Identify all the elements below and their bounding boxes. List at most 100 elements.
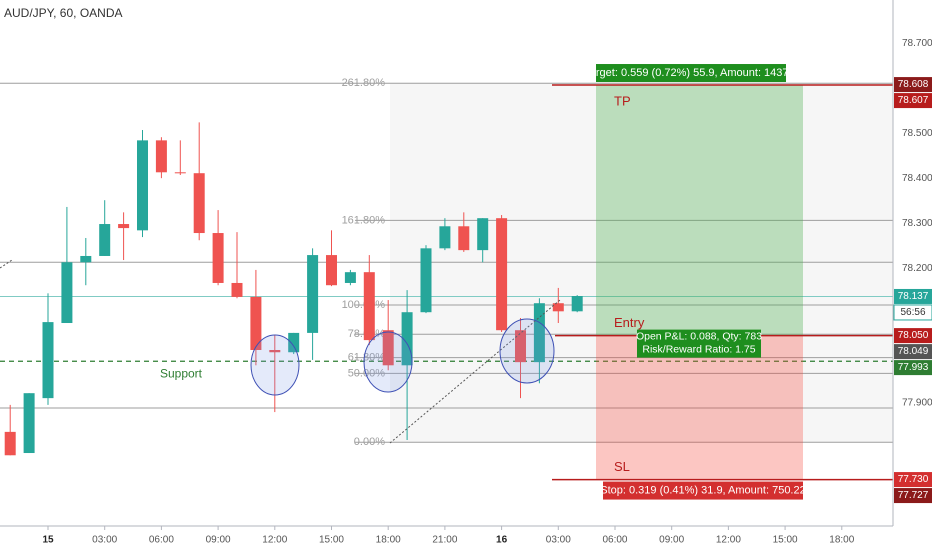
chart-title: AUD/JPY, 60, OANDA	[4, 6, 123, 20]
candle-body	[42, 322, 54, 399]
x-tick-label: 09:00	[206, 535, 231, 546]
trend-line	[0, 259, 13, 269]
x-tick-label: 18:00	[829, 535, 854, 546]
candle-body	[514, 330, 526, 363]
fib-label: 161.80%	[342, 214, 386, 226]
price-label: 78.049	[898, 346, 929, 357]
price-label-box	[894, 93, 932, 109]
y-tick-label: 78.700	[902, 38, 932, 49]
x-tick-label: 09:00	[659, 535, 684, 546]
price-label-box	[894, 77, 932, 93]
sl-label: SL	[614, 459, 630, 474]
support-label: Support	[160, 366, 203, 380]
price-label-box	[894, 360, 932, 376]
y-tick-label: 77.900	[902, 398, 932, 409]
pnl-box	[637, 329, 761, 358]
candle-body	[344, 272, 356, 283]
candle-body	[401, 312, 413, 366]
x-tick-label: 03:00	[546, 535, 571, 546]
x-tick-label: 15	[42, 535, 54, 546]
labels: AUD/JPY, 60, OANDA Support TP Entry SL Targe…	[4, 6, 806, 500]
candle-body	[325, 255, 337, 286]
x-tick-label: 21:00	[432, 535, 457, 546]
price-label: 77.993	[898, 362, 929, 373]
price-label-box	[894, 488, 932, 504]
stop-text: Stop: 0.319 (0.41%) 31.9, Amount: 750.22	[600, 484, 805, 496]
candle-body	[288, 332, 300, 353]
countdown-label: 56:56	[900, 307, 925, 318]
x-tick-label: 06:00	[149, 535, 174, 546]
target-box	[596, 64, 786, 83]
price-label-box	[894, 344, 932, 360]
candle-body	[231, 282, 243, 297]
x-tick-label: 15:00	[773, 535, 798, 546]
candle-body	[23, 393, 35, 454]
drawings	[0, 259, 561, 444]
y-tick-label: 78.500	[902, 128, 932, 139]
candle-body	[496, 218, 508, 331]
y-tick-label: 78.300	[902, 218, 932, 229]
candle-body	[269, 350, 281, 353]
candle-body	[533, 303, 545, 363]
profit-zone	[596, 85, 803, 336]
x-tick-label: 06:00	[602, 535, 627, 546]
candles	[4, 122, 583, 456]
ratio-text: Risk/Reward Ratio: 1.75	[642, 343, 755, 355]
entry-label: Entry	[614, 315, 645, 330]
fib-label: 0.00%	[354, 436, 385, 448]
time-axis	[0, 526, 932, 550]
x-tick-label: 15:00	[319, 535, 344, 546]
candle-body	[363, 272, 375, 341]
loss-zone	[596, 335, 803, 480]
highlight-circle	[363, 331, 413, 393]
fib-label: 50.00%	[348, 367, 386, 379]
candle-body	[174, 172, 186, 174]
highlight-circle	[250, 334, 300, 396]
price-label: 78.050	[898, 330, 929, 341]
candle-body	[4, 431, 16, 456]
price-label: 77.730	[898, 474, 929, 485]
target-text: Target: 0.559 (0.72%) 55.9, Amount: 1437…	[584, 67, 797, 79]
highlight-circle	[499, 318, 555, 384]
candle-body	[212, 233, 224, 283]
trend-line	[389, 299, 561, 444]
candle-body	[118, 224, 130, 229]
candle-body	[307, 255, 319, 333]
x-tick-label: 12:00	[262, 535, 287, 546]
price-label-box	[894, 472, 932, 488]
candle-body	[420, 248, 432, 313]
candle-body	[439, 226, 451, 249]
price-label-box	[894, 288, 932, 304]
countdown-box	[893, 304, 932, 321]
x-tick-label: 12:00	[716, 535, 741, 546]
y-tick-label: 78.200	[902, 263, 932, 274]
y-tick-label: 78.400	[902, 173, 932, 184]
x-tick-label: 18:00	[376, 535, 401, 546]
candle-body	[477, 218, 489, 251]
fib-label: 261.80%	[342, 77, 386, 89]
candle-body	[80, 255, 92, 263]
price-label: 78.137	[898, 291, 929, 302]
candle-body	[382, 330, 394, 366]
x-tick-label: 03:00	[92, 535, 117, 546]
tp-label: TP	[614, 93, 631, 108]
stop-box	[603, 481, 803, 500]
candle-body	[193, 173, 205, 234]
price-label: 78.608	[898, 79, 929, 90]
price-label: 77.727	[898, 490, 929, 501]
candle-body	[137, 140, 149, 231]
fib-label: 100.00%	[342, 299, 386, 311]
fib-label: 61.80%	[348, 352, 386, 364]
candle-body	[552, 303, 564, 312]
candle-body	[61, 262, 73, 324]
overlay: 261.80%161.80%100.00%78.60%61.80%50.00%0…	[0, 77, 893, 481]
price-label: 78.607	[898, 95, 929, 106]
price-label-box	[894, 328, 932, 344]
candle-body	[458, 226, 470, 251]
candle-body	[155, 140, 167, 173]
candle-body	[571, 296, 583, 312]
candle-body	[99, 224, 111, 256]
